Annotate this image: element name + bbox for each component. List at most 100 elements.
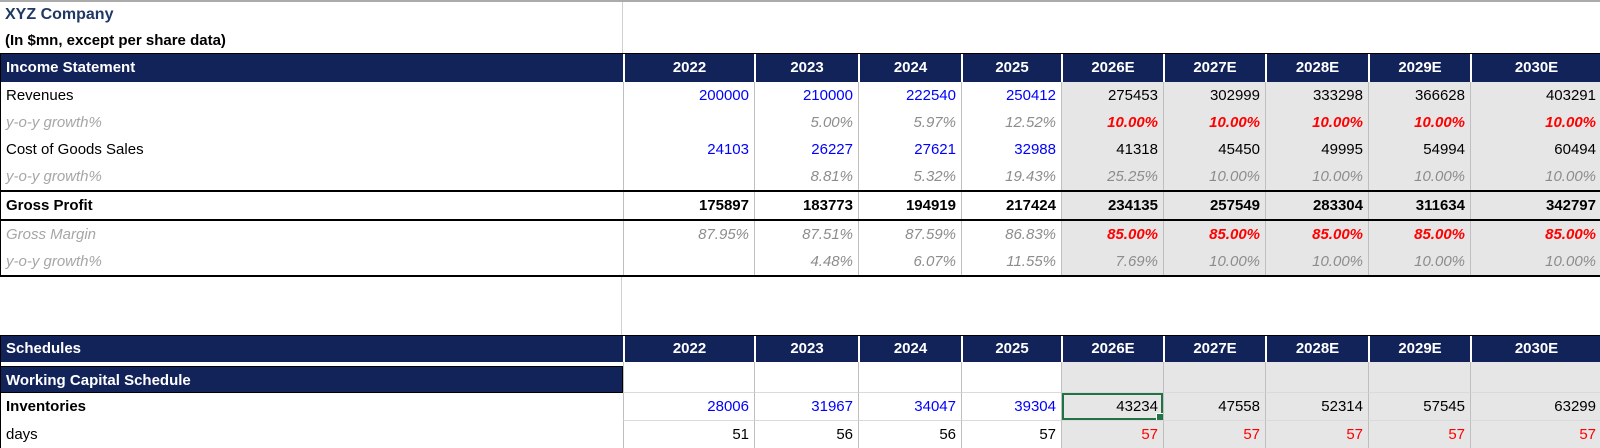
cell[interactable]: 57	[961, 421, 1061, 448]
row-label[interactable]: Gross Margin	[6, 226, 97, 243]
row-label[interactable]: y-o-y growth%	[6, 168, 102, 185]
cell[interactable]: 6.07%	[858, 248, 961, 275]
cell[interactable]: 57545	[1368, 393, 1470, 421]
cell[interactable]: 32988	[961, 136, 1061, 163]
cell[interactable]: 8.81%	[754, 163, 858, 190]
cell[interactable]: 5.97%	[858, 109, 961, 136]
cell[interactable]: 85.00%	[1061, 221, 1163, 248]
cell[interactable]: 34047	[858, 393, 961, 421]
cell[interactable]: 403291	[1470, 82, 1600, 109]
year-header[interactable]: 2030E	[1470, 54, 1600, 82]
cell[interactable]: 10.00%	[1265, 248, 1368, 275]
year-header[interactable]: 2030E	[1470, 336, 1600, 362]
cell[interactable]: 10.00%	[1368, 248, 1470, 275]
cell[interactable]: 24103	[623, 136, 754, 163]
cell[interactable]: 250412	[961, 82, 1061, 109]
working-capital-schedule-header[interactable]: Working Capital Schedule	[1, 366, 623, 393]
empty-cell[interactable]	[623, 366, 754, 393]
year-header[interactable]: 2024	[858, 336, 961, 362]
cell[interactable]: 85.00%	[1470, 221, 1600, 248]
cell[interactable]: 333298	[1265, 82, 1368, 109]
cell[interactable]: 63299	[1470, 393, 1600, 421]
year-header[interactable]: 2025	[961, 54, 1061, 82]
cell[interactable]: 194919	[858, 192, 961, 219]
cell[interactable]: 49995	[1265, 136, 1368, 163]
empty-cell[interactable]	[1265, 366, 1368, 393]
empty-cell[interactable]	[1368, 366, 1470, 393]
cell[interactable]: 86.83%	[961, 221, 1061, 248]
row-label[interactable]: y-o-y growth%	[6, 253, 102, 270]
cell[interactable]: 57	[1163, 421, 1265, 448]
year-header[interactable]: 2022	[623, 54, 754, 82]
row-label[interactable]: Revenues	[6, 87, 74, 104]
empty-cell[interactable]	[754, 366, 858, 393]
empty-cell[interactable]	[1163, 366, 1265, 393]
year-header[interactable]: 2022	[623, 336, 754, 362]
year-header[interactable]: 2029E	[1368, 54, 1470, 82]
empty-cell[interactable]	[858, 366, 961, 393]
row-label[interactable]: Inventories	[6, 398, 87, 415]
cell[interactable]: 302999	[1163, 82, 1265, 109]
cell[interactable]: 56	[858, 421, 961, 448]
cell[interactable]: 87.51%	[754, 221, 858, 248]
cell[interactable]: 342797	[1470, 192, 1600, 219]
cell[interactable]: 311634	[1368, 192, 1470, 219]
cell[interactable]: 12.52%	[961, 109, 1061, 136]
year-header[interactable]: 2023	[754, 336, 858, 362]
cell[interactable]	[623, 109, 754, 136]
cell[interactable]: 41318	[1061, 136, 1163, 163]
cell[interactable]: 19.43%	[961, 163, 1061, 190]
cell[interactable]: 10.00%	[1265, 163, 1368, 190]
cell[interactable]: 52314	[1265, 393, 1368, 421]
selection-handle[interactable]	[1156, 413, 1163, 420]
cell[interactable]: 87.95%	[623, 221, 754, 248]
year-header[interactable]: 2023	[754, 54, 858, 82]
cell[interactable]: 31967	[754, 393, 858, 421]
cell[interactable]: 283304	[1265, 192, 1368, 219]
year-header[interactable]: 2025	[961, 336, 1061, 362]
cell[interactable]	[623, 248, 754, 275]
cell[interactable]: 85.00%	[1265, 221, 1368, 248]
cell[interactable]: 25.25%	[1061, 163, 1163, 190]
row-label[interactable]: days	[6, 426, 38, 443]
cell[interactable]: 26227	[754, 136, 858, 163]
cell[interactable]: 57	[1470, 421, 1600, 448]
empty-cell[interactable]	[961, 366, 1061, 393]
income-statement-section-title[interactable]: Income Statement	[6, 59, 136, 76]
empty-cell[interactable]	[1061, 366, 1163, 393]
cell[interactable]: 183773	[754, 192, 858, 219]
cell[interactable]: 7.69%	[1061, 248, 1163, 275]
row-label[interactable]: y-o-y growth%	[6, 114, 102, 131]
year-header[interactable]: 2027E	[1163, 336, 1265, 362]
cell[interactable]: 10.00%	[1163, 248, 1265, 275]
cell[interactable]: 57	[1368, 421, 1470, 448]
cell[interactable]: 222540	[858, 82, 961, 109]
year-header[interactable]: 2028E	[1265, 336, 1368, 362]
cell[interactable]: 366628	[1368, 82, 1470, 109]
cell[interactable]: 10.00%	[1061, 109, 1163, 136]
cell[interactable]: 275453	[1061, 82, 1163, 109]
cell[interactable]: 10.00%	[1163, 163, 1265, 190]
year-header[interactable]: 2024	[858, 54, 961, 82]
cell[interactable]: 45450	[1163, 136, 1265, 163]
cell[interactable]: 57	[1265, 421, 1368, 448]
selected-cell[interactable]: 43234	[1061, 393, 1163, 421]
cell[interactable]: 10.00%	[1470, 248, 1600, 275]
cell[interactable]: 39304	[961, 393, 1061, 421]
cell[interactable]: 5.32%	[858, 163, 961, 190]
year-header[interactable]: 2027E	[1163, 54, 1265, 82]
year-header[interactable]: 2028E	[1265, 54, 1368, 82]
cell[interactable]: 210000	[754, 82, 858, 109]
schedules-section-title[interactable]: Schedules	[6, 340, 82, 357]
cell[interactable]: 257549	[1163, 192, 1265, 219]
cell[interactable]: 10.00%	[1163, 109, 1265, 136]
cell[interactable]: 54994	[1368, 136, 1470, 163]
cell[interactable]: 234135	[1061, 192, 1163, 219]
cell[interactable]: 217424	[961, 192, 1061, 219]
cell[interactable]: 85.00%	[1368, 221, 1470, 248]
cell[interactable]: 85.00%	[1163, 221, 1265, 248]
cell[interactable]: 10.00%	[1368, 109, 1470, 136]
cell[interactable]: 87.59%	[858, 221, 961, 248]
cell[interactable]: 51	[623, 421, 754, 448]
cell[interactable]: 10.00%	[1368, 163, 1470, 190]
